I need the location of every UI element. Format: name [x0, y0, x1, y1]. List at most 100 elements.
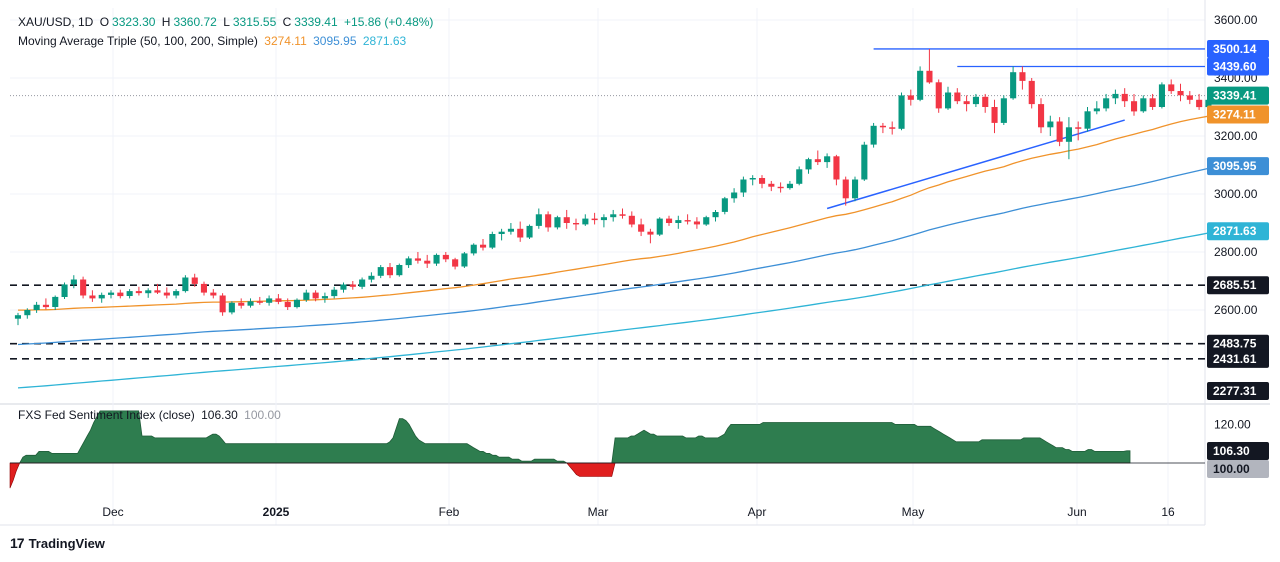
price-tick-3200: 3200.00 — [1214, 129, 1258, 143]
candle-body — [247, 301, 254, 306]
candle-body — [1084, 111, 1091, 129]
price-tag-3339.41: 3339.41 — [1213, 89, 1257, 103]
ma200-value: 2871.63 — [362, 34, 407, 48]
candle-body — [814, 159, 821, 163]
candle-body — [461, 253, 468, 267]
tradingview-logo-icon: 17 — [10, 535, 25, 551]
candle-body — [303, 292, 310, 300]
candle-body — [1000, 98, 1007, 123]
candle-body — [545, 214, 552, 228]
price-tag-2871.63: 2871.63 — [1213, 224, 1257, 238]
candle-body — [145, 290, 152, 294]
candle-body — [554, 217, 561, 228]
candle-body — [759, 178, 766, 184]
ma-title: Moving Average Triple (50, 100, 200, Sim… — [18, 34, 258, 48]
price-tag-3439.6: 3439.60 — [1213, 60, 1257, 74]
candle-body — [275, 298, 282, 302]
candle-body — [507, 228, 514, 232]
candle-body — [1093, 108, 1100, 112]
candle-body — [135, 291, 142, 294]
candle-body — [870, 125, 877, 145]
sentiment-area-negative — [9, 462, 1130, 489]
ohlc-header: XAU/USD, 1D O 3323.30 H 3360.72 L 3315.55 C… — [18, 15, 436, 29]
candle-body — [1019, 72, 1026, 81]
candle-body — [414, 258, 421, 261]
price-tag-bg-3339.41 — [1207, 86, 1269, 105]
price-tag-bg-2431.61 — [1207, 349, 1269, 368]
candle-body — [1131, 101, 1138, 112]
candle-body — [210, 292, 217, 296]
candle-body — [1149, 98, 1156, 107]
candle-body — [1010, 72, 1017, 99]
candle-body — [731, 192, 738, 199]
candle-body — [675, 220, 682, 223]
indicator-tick-120: 120.00 — [1214, 417, 1251, 431]
candle-body — [972, 96, 979, 105]
time-label-16: 16 — [1161, 505, 1175, 519]
candle-body — [647, 231, 654, 235]
price-tag-3274.11: 3274.11 — [1213, 108, 1256, 122]
price-tick-2600: 2600.00 — [1214, 303, 1258, 317]
candle-body — [284, 301, 291, 308]
candle-body — [628, 215, 635, 225]
time-label-Dec: Dec — [102, 505, 123, 519]
candle-body — [796, 169, 803, 184]
candle-body — [377, 267, 384, 276]
candle-body — [600, 217, 607, 221]
tradingview-brand: 17 TradingView — [10, 535, 105, 551]
price-tag-bg-2483.75 — [1207, 334, 1269, 353]
price-tag-bg-3500.14 — [1207, 39, 1269, 58]
candle-body — [331, 289, 338, 297]
price-tick-3000: 3000.00 — [1214, 187, 1258, 201]
candle-body — [52, 296, 59, 307]
candle-body — [619, 214, 626, 216]
candle-body — [126, 291, 133, 296]
open-value: 3323.30 — [112, 15, 156, 29]
candle-body — [721, 198, 728, 212]
open-label: O — [99, 15, 110, 29]
candle-body — [666, 218, 673, 223]
candle-body — [610, 214, 617, 218]
candle-body — [517, 228, 524, 238]
candle-body — [786, 183, 793, 189]
candle-body — [396, 265, 403, 276]
high-label: H — [161, 15, 171, 29]
time-label-Mar: Mar — [588, 505, 609, 519]
candle-body — [117, 292, 124, 297]
candle-body — [712, 212, 719, 218]
candle-body — [805, 159, 812, 170]
candle-body — [656, 218, 663, 235]
candle-body — [1186, 95, 1193, 100]
candle-body — [749, 178, 756, 180]
price-tag-2277.31: 2277.31 — [1213, 384, 1257, 398]
candle-body — [1075, 127, 1082, 129]
price-tag-bg-3274.11 — [1207, 105, 1269, 124]
candle-body — [386, 267, 393, 276]
candle-body — [191, 277, 198, 284]
candle-body — [1047, 121, 1054, 128]
sma100-line — [17, 165, 1218, 346]
grid-lines — [10, 8, 1205, 525]
candle-body — [433, 254, 440, 264]
candle-body — [293, 299, 300, 308]
price-tag-3095.95: 3095.95 — [1213, 159, 1257, 173]
candle-body — [833, 156, 840, 180]
candle-body — [452, 259, 459, 267]
candle-body — [1121, 93, 1128, 102]
candle-body — [228, 302, 235, 313]
candle-body — [173, 291, 180, 296]
indicator-title: FXS Fed Sentiment Index (close) — [18, 408, 195, 422]
candle-body — [1158, 84, 1165, 107]
ma100-value: 3095.95 — [313, 34, 357, 48]
price-tag-bg-3095.95 — [1207, 157, 1269, 176]
candle-body — [1056, 121, 1063, 142]
candle-body — [935, 82, 942, 109]
candle-body — [498, 231, 505, 234]
candle-body — [1112, 93, 1119, 99]
candle-body — [442, 254, 449, 260]
indicator-header: FXS Fed Sentiment Index (close) 106.30 1… — [18, 408, 284, 422]
indicator-tag-bg-baseline — [1207, 460, 1269, 478]
candle-body — [703, 217, 710, 225]
candle-body — [926, 70, 933, 83]
